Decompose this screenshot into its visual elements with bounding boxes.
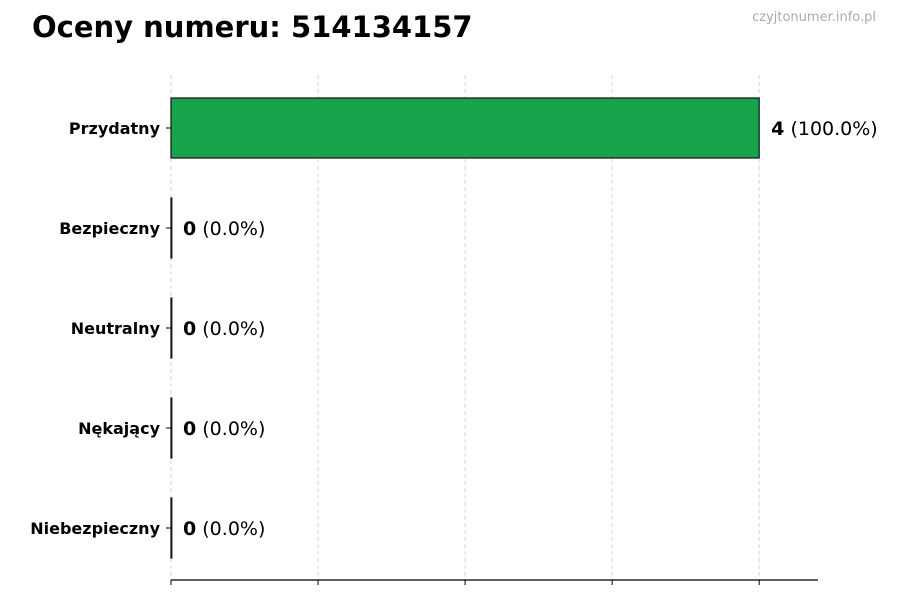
bar: [170, 397, 173, 459]
category-label: Przydatny: [69, 119, 161, 138]
data-label: 0 (0.0%): [183, 518, 265, 540]
data-label: 0 (0.0%): [183, 218, 265, 240]
data-label-count: 0: [183, 318, 196, 340]
data-label: 4 (100.0%): [771, 118, 878, 140]
watermark: czyjtonumer.info.pl: [752, 10, 876, 25]
data-label-count: 4: [771, 118, 784, 140]
data-label-percent: (0.0%): [196, 518, 265, 540]
bar: [170, 197, 173, 259]
category-label: Nękający: [78, 419, 160, 438]
data-label-percent: (0.0%): [196, 418, 265, 440]
bar: [170, 497, 173, 559]
data-label-count: 0: [183, 218, 196, 240]
category-label: Neutralny: [71, 319, 161, 338]
data-label-percent: (100.0%): [784, 118, 877, 140]
category-label: Niebezpieczny: [30, 519, 160, 538]
data-label-percent: (0.0%): [196, 318, 265, 340]
data-label-percent: (0.0%): [196, 218, 265, 240]
category-label: Bezpieczny: [59, 219, 160, 238]
bar: [170, 97, 760, 159]
data-label: 0 (0.0%): [183, 318, 265, 340]
chart-title: Oceny numeru: 514134157: [32, 10, 473, 44]
data-label-count: 0: [183, 518, 196, 540]
data-label-count: 0: [183, 418, 196, 440]
bar: [170, 297, 173, 359]
data-label: 0 (0.0%): [183, 418, 265, 440]
